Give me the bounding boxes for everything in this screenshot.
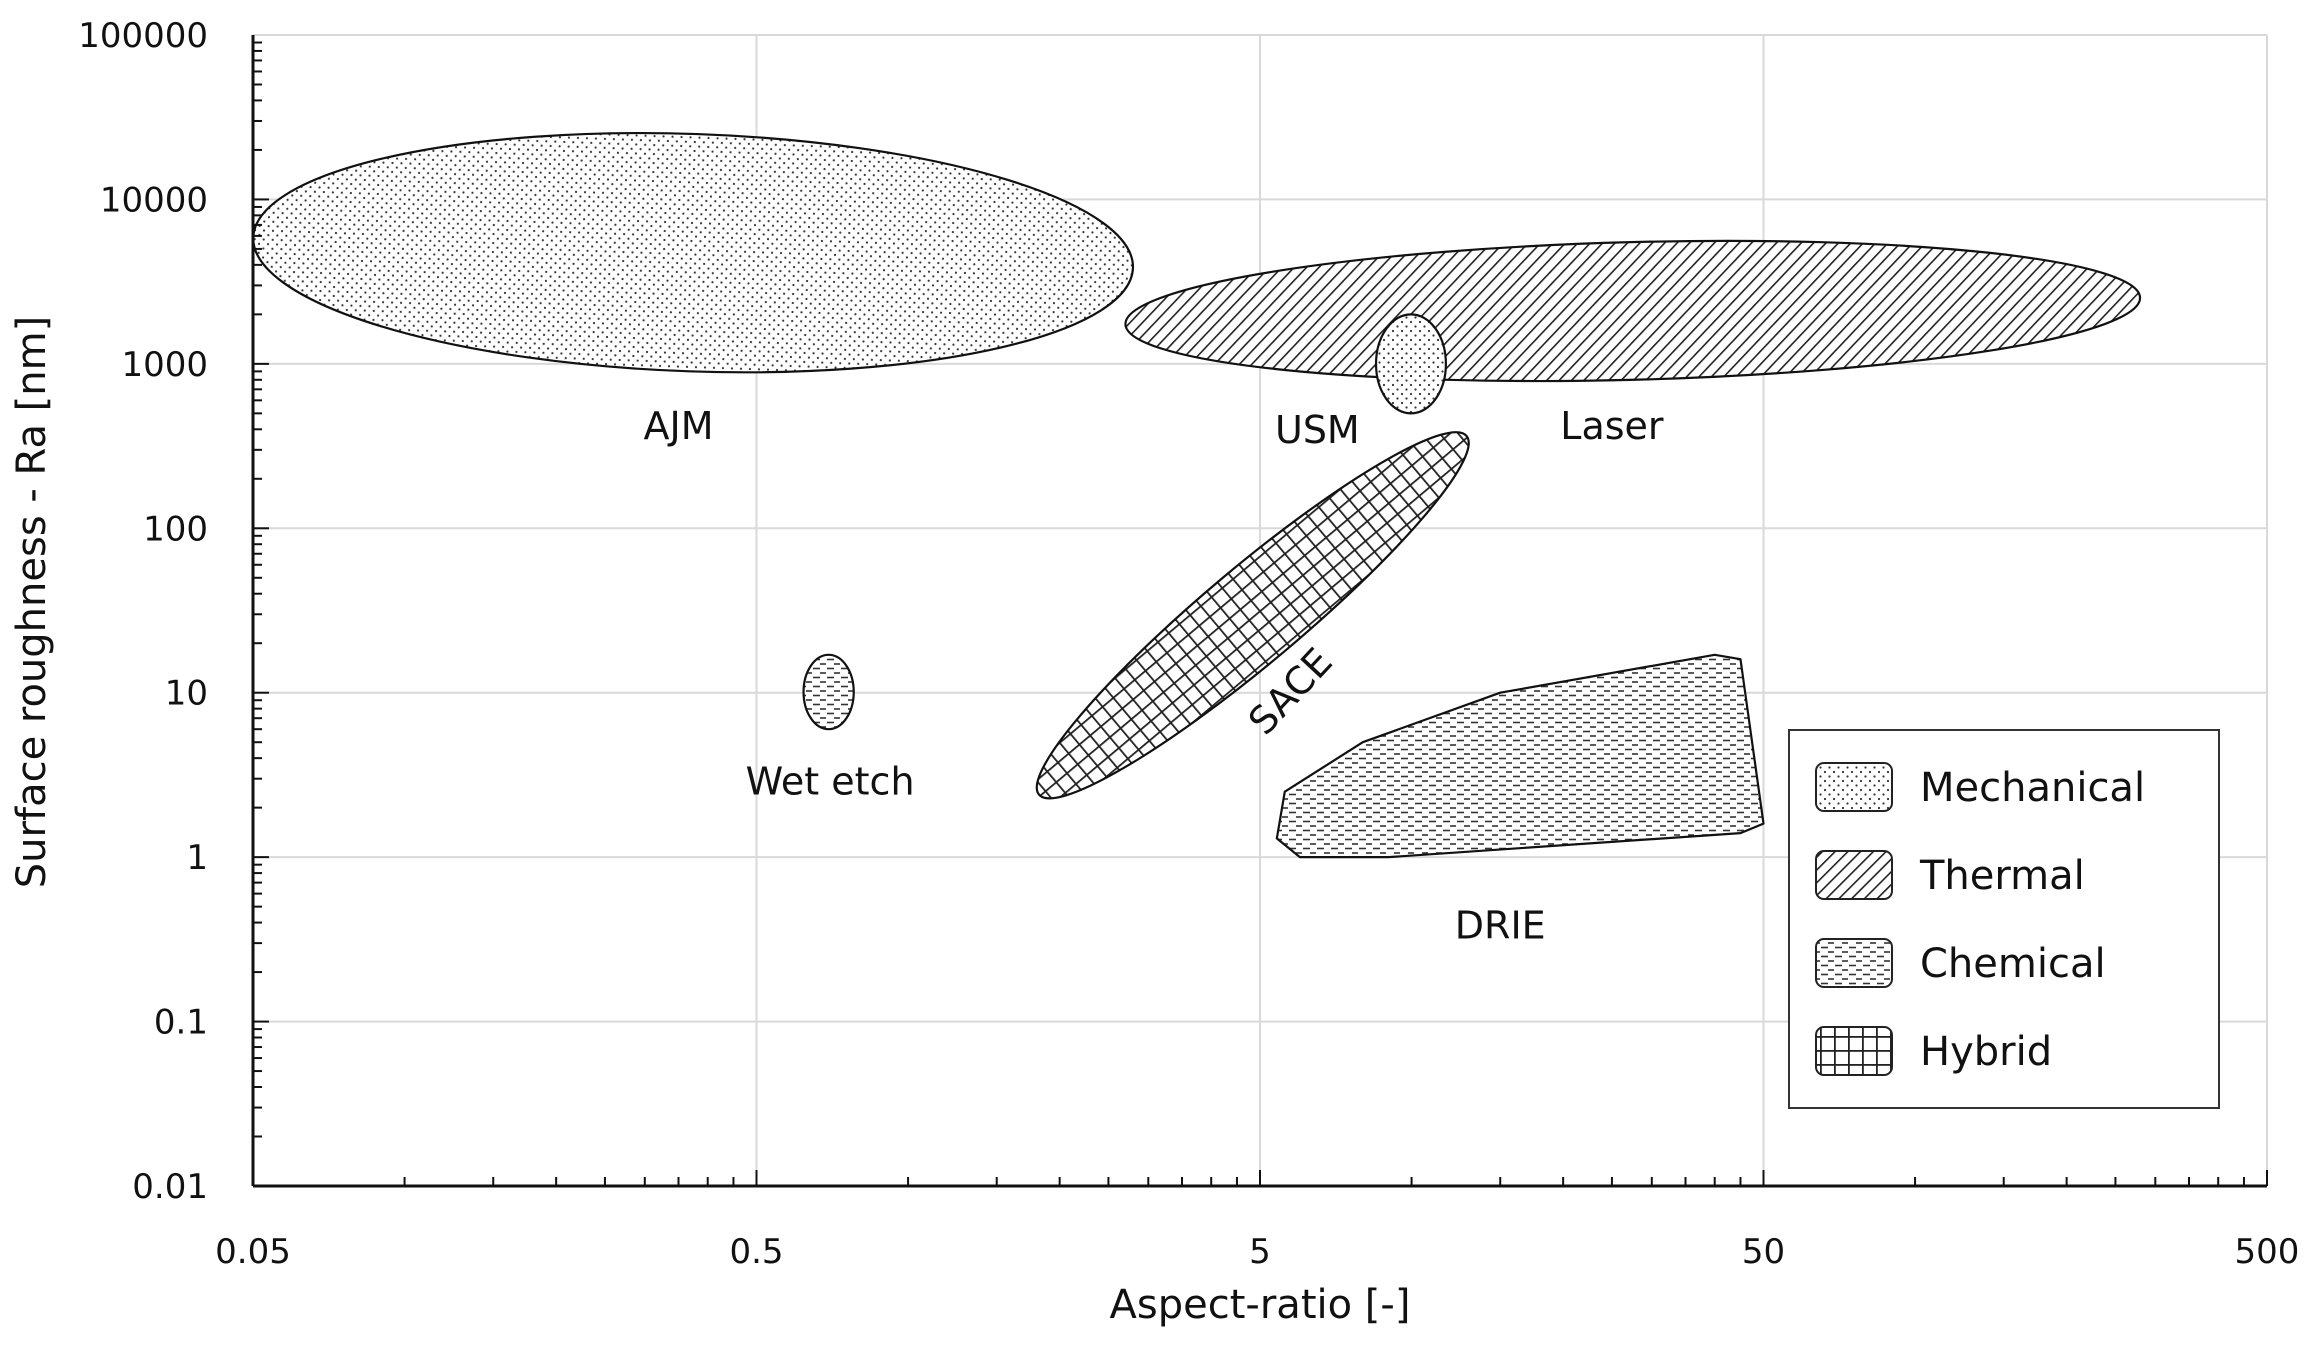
y-tick-label: 10000 [100,180,208,220]
region-sace [1035,431,1470,800]
y-tick-label: 1 [186,838,208,878]
y-tick-label: 0.1 [154,1003,208,1043]
legend: Mechanical Thermal Chemical Hybrid [1788,729,2220,1109]
x-tick-label: 5 [1249,1232,1271,1272]
legend-swatch-thermal [1815,850,1893,900]
region-usm [1374,313,1448,415]
region-usm-label: USM [1275,408,1360,452]
y-tick-label: 0.01 [132,1167,208,1207]
region-ajm [252,131,1135,374]
y-axis-title: Surface roughness - Ra [nm] [9,316,55,888]
region-laser-label: Laser [1560,404,1664,448]
region-ajm-label: AJM [644,404,714,448]
x-tick-label: 50 [1742,1232,1785,1272]
legend-label-mechanical: Mechanical [1920,765,2145,811]
x-tick-label: 0.5 [729,1232,783,1272]
x-tick-label: 0.05 [215,1232,291,1272]
region-drie [1275,653,1765,859]
y-tick-label: 1000 [121,345,208,385]
legend-label-chemical: Chemical [1920,941,2106,987]
region-laser [1124,239,2142,383]
region-drie-label: DRIE [1455,904,1546,948]
axes: 0.01 0.1 1 10 100 1000 10000 100000 0.05 0.5 5 50 50… [78,16,2299,1272]
x-axis-title: Aspect-ratio [-] [1110,1282,1411,1328]
process-regions [252,131,2142,859]
legend-swatch-hybrid [1815,1026,1893,1076]
y-tick-label: 100 [143,509,208,549]
x-tick-label: 500 [2235,1232,2300,1272]
legend-label-thermal: Thermal [1919,853,2085,899]
legend-swatch-mechanical [1815,762,1893,812]
legend-swatch-chemical [1815,938,1893,988]
y-tick-label: 10 [165,674,208,714]
legend-label-hybrid: Hybrid [1920,1029,2052,1075]
y-tick-label: 100000 [78,16,208,56]
region-wet-etch [802,653,855,731]
region-wet-etch-label: Wet etch [746,760,915,804]
